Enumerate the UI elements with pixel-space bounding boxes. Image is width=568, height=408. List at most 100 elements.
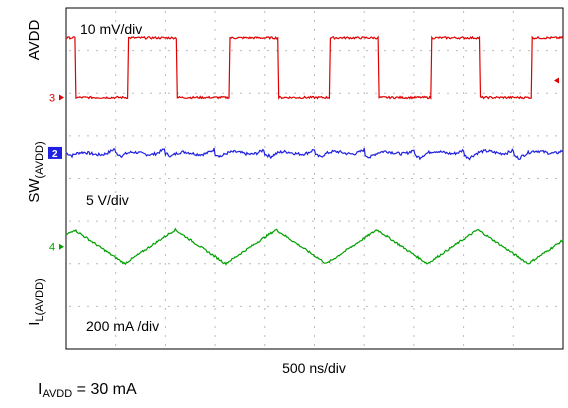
grid-dot — [114, 220, 116, 222]
grid-dot — [375, 50, 377, 52]
trace-3 — [65, 35, 564, 101]
grid-dot — [363, 173, 365, 175]
grid-dot — [555, 305, 557, 307]
grid-dot — [456, 263, 458, 265]
grid-dot — [204, 92, 206, 94]
grid-dot — [314, 173, 315, 175]
grid-dot — [420, 305, 422, 307]
grid-dot — [363, 227, 365, 229]
grid — [69, 11, 557, 346]
grid-dot — [231, 263, 233, 265]
grid-dot — [164, 20, 166, 22]
grid-dot — [510, 50, 512, 52]
channel-arrow-4 — [59, 243, 64, 250]
grid-dot — [519, 92, 521, 94]
grid-dot — [264, 56, 266, 58]
grid-dot — [546, 135, 548, 137]
grid-dot — [463, 317, 465, 319]
grid-dot — [132, 92, 134, 94]
grid-dot — [456, 50, 458, 52]
grid-dot — [115, 209, 117, 211]
grid-dot — [363, 155, 365, 157]
grid-dot — [214, 101, 216, 103]
grid-dot — [363, 308, 365, 310]
grid-dot — [314, 11, 315, 13]
grid-dot — [512, 137, 514, 139]
grid-dot — [214, 335, 216, 337]
grid-dot — [314, 137, 315, 139]
grid-dot — [363, 209, 365, 211]
grid-dot — [186, 92, 188, 94]
grid-dot — [465, 305, 467, 307]
grid-dot — [463, 101, 465, 103]
time-base-label: 500 ns/div — [282, 360, 346, 376]
grid-dot — [314, 164, 315, 166]
grid-dot — [447, 92, 449, 94]
grid-dot — [213, 92, 215, 94]
grid-dot — [164, 47, 166, 49]
grid-dot — [363, 164, 365, 166]
grid-dot — [96, 178, 98, 179]
grid-dot — [411, 263, 413, 265]
grid-dot — [510, 92, 512, 94]
grid-dot — [78, 263, 80, 265]
grid-dot — [474, 135, 476, 137]
grid-dot — [413, 164, 415, 166]
traces — [65, 35, 564, 266]
grid-dot — [463, 245, 465, 247]
grid-dot — [363, 317, 365, 319]
grid-dot — [357, 50, 359, 52]
grid-dot — [456, 178, 458, 179]
grid-dot — [413, 11, 415, 13]
grid-dot — [512, 227, 514, 229]
grid-dot — [438, 305, 440, 307]
grid-dot — [294, 178, 296, 179]
grid-dot — [69, 263, 71, 265]
grid-dot — [115, 173, 117, 175]
grid-dot — [492, 178, 494, 179]
grid-dot — [314, 227, 315, 229]
grid-dot — [413, 92, 415, 94]
grid-dot — [330, 50, 332, 52]
grid-dot — [264, 164, 266, 166]
grid-dot — [78, 92, 80, 94]
grid-dot — [363, 344, 365, 346]
grid-dot — [141, 220, 143, 222]
grid-dot — [339, 220, 341, 222]
grid-dot — [438, 220, 440, 222]
grid-dot — [186, 50, 188, 52]
grid-dot — [512, 47, 514, 49]
channel-markers: 2 3 4 — [48, 77, 559, 254]
grid-dot — [411, 305, 413, 307]
grid-dot — [240, 50, 242, 52]
grid-dot — [512, 290, 514, 292]
grid-dot — [264, 236, 266, 238]
grid-dot — [366, 220, 368, 222]
grid-dot — [314, 47, 315, 49]
grid-dot — [258, 263, 260, 265]
grid-dot — [429, 305, 431, 307]
grid-dot — [195, 305, 197, 307]
grid-dot — [314, 209, 315, 211]
grid-dot — [438, 178, 440, 179]
grid-dot — [321, 50, 323, 52]
grid-dot — [164, 56, 166, 58]
grid-dot — [474, 178, 476, 179]
grid-dot — [264, 173, 266, 175]
grid-dot — [537, 50, 539, 52]
grid-dot — [267, 263, 269, 265]
grid-dot — [195, 178, 197, 179]
grid-dot — [339, 263, 341, 265]
grid-dot — [314, 38, 315, 40]
grid-dot — [214, 47, 216, 49]
grid-dot — [214, 236, 216, 238]
grid-dot — [413, 128, 415, 130]
grid-dot — [87, 50, 89, 52]
grid-dot — [214, 326, 216, 328]
grid-dot — [363, 119, 365, 121]
grid-dot — [463, 119, 465, 121]
grid-dot — [339, 135, 341, 137]
grid-dot — [512, 281, 514, 283]
grid-dot — [314, 128, 315, 130]
grid-dot — [413, 290, 415, 292]
